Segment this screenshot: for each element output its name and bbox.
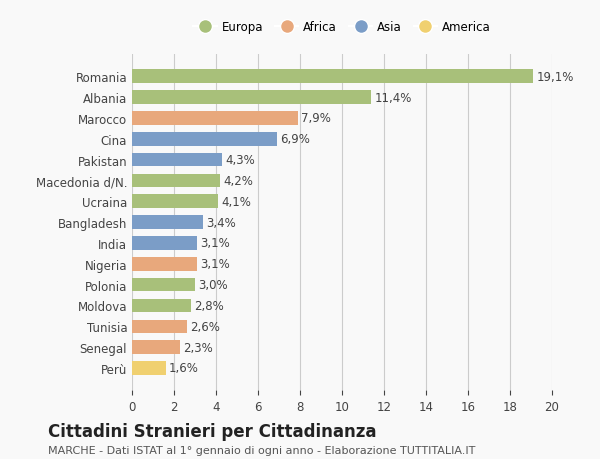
Text: 3,1%: 3,1% — [200, 257, 230, 271]
Text: 1,6%: 1,6% — [169, 362, 199, 375]
Bar — [132, 91, 371, 105]
Legend: Europa, Africa, Asia, America: Europa, Africa, Asia, America — [190, 17, 494, 38]
Text: 6,9%: 6,9% — [280, 133, 310, 146]
Text: 3,1%: 3,1% — [200, 237, 230, 250]
Bar — [132, 174, 220, 188]
Bar — [132, 278, 195, 292]
Text: Cittadini Stranieri per Cittadinanza: Cittadini Stranieri per Cittadinanza — [48, 422, 377, 440]
Bar — [132, 320, 187, 333]
Text: 4,1%: 4,1% — [221, 196, 251, 208]
Bar — [132, 216, 203, 230]
Text: 2,3%: 2,3% — [184, 341, 213, 354]
Bar — [132, 153, 223, 167]
Text: 7,9%: 7,9% — [301, 112, 331, 125]
Text: MARCHE - Dati ISTAT al 1° gennaio di ogni anno - Elaborazione TUTTITALIA.IT: MARCHE - Dati ISTAT al 1° gennaio di ogn… — [48, 445, 475, 455]
Bar — [132, 133, 277, 146]
Bar — [132, 237, 197, 250]
Bar — [132, 341, 181, 354]
Bar — [132, 361, 166, 375]
Bar — [132, 299, 191, 313]
Bar — [132, 70, 533, 84]
Text: 4,2%: 4,2% — [223, 174, 253, 188]
Bar — [132, 112, 298, 125]
Bar — [132, 257, 197, 271]
Text: 2,8%: 2,8% — [194, 299, 224, 312]
Text: 11,4%: 11,4% — [374, 91, 412, 104]
Text: 3,4%: 3,4% — [206, 216, 236, 229]
Text: 19,1%: 19,1% — [536, 71, 574, 84]
Bar — [132, 195, 218, 208]
Text: 3,0%: 3,0% — [198, 279, 228, 291]
Text: 4,3%: 4,3% — [226, 154, 255, 167]
Text: 2,6%: 2,6% — [190, 320, 220, 333]
